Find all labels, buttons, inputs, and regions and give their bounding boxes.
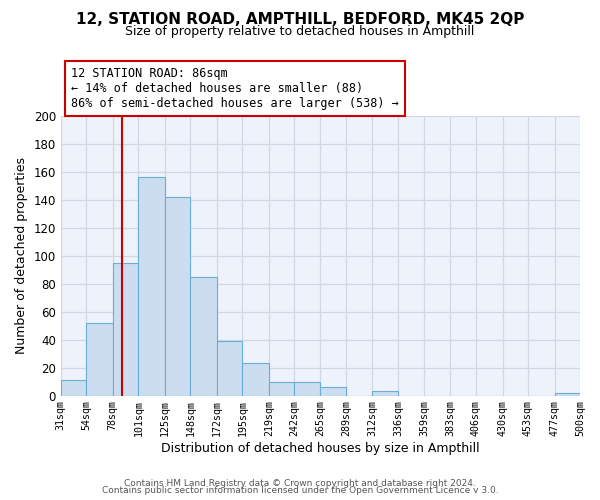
Text: Contains public sector information licensed under the Open Government Licence v : Contains public sector information licen… bbox=[101, 486, 499, 495]
Bar bbox=[165, 197, 190, 396]
Bar bbox=[242, 364, 269, 396]
Text: Size of property relative to detached houses in Ampthill: Size of property relative to detached ho… bbox=[125, 25, 475, 38]
Bar bbox=[113, 262, 138, 396]
Bar bbox=[86, 323, 113, 396]
Bar bbox=[138, 178, 165, 396]
Bar bbox=[217, 341, 242, 396]
Bar bbox=[554, 393, 580, 396]
Text: 12 STATION ROAD: 86sqm
← 14% of detached houses are smaller (88)
86% of semi-det: 12 STATION ROAD: 86sqm ← 14% of detached… bbox=[71, 67, 399, 110]
Bar bbox=[295, 382, 320, 396]
Bar bbox=[269, 382, 295, 396]
Bar bbox=[190, 276, 217, 396]
Bar bbox=[61, 380, 86, 396]
Y-axis label: Number of detached properties: Number of detached properties bbox=[15, 157, 28, 354]
Text: 12, STATION ROAD, AMPTHILL, BEDFORD, MK45 2QP: 12, STATION ROAD, AMPTHILL, BEDFORD, MK4… bbox=[76, 12, 524, 28]
Bar bbox=[320, 387, 346, 396]
Bar bbox=[372, 392, 398, 396]
X-axis label: Distribution of detached houses by size in Ampthill: Distribution of detached houses by size … bbox=[161, 442, 480, 455]
Text: Contains HM Land Registry data © Crown copyright and database right 2024.: Contains HM Land Registry data © Crown c… bbox=[124, 478, 476, 488]
